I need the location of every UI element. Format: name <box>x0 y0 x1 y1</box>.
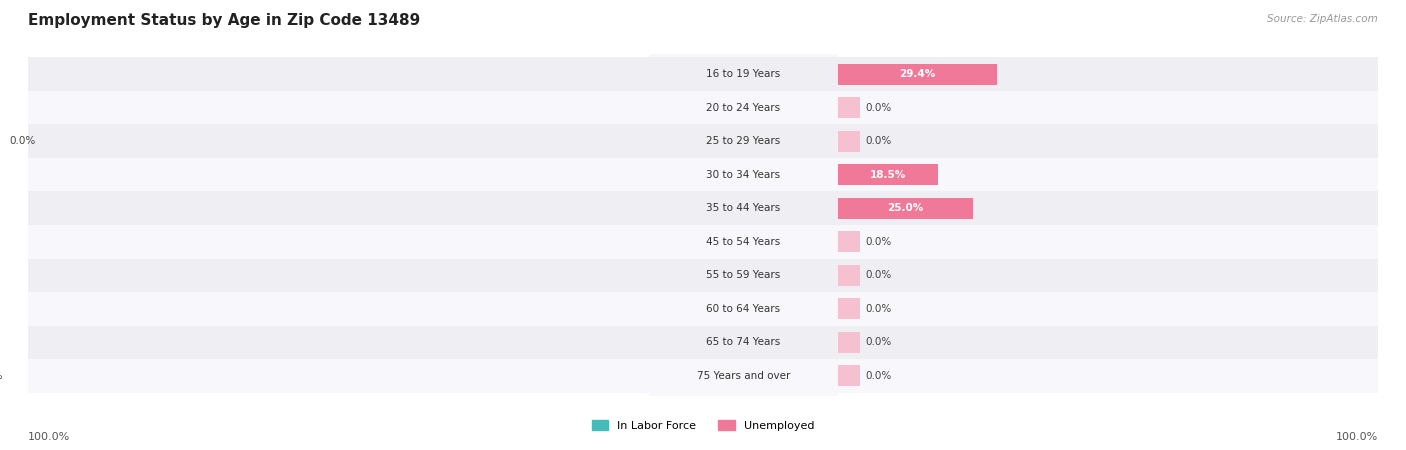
Bar <box>838 265 859 286</box>
Text: 30 to 34 Years: 30 to 34 Years <box>706 170 780 180</box>
Text: 0.0%: 0.0% <box>865 136 891 146</box>
Bar <box>0 326 1406 359</box>
Bar <box>0 332 28 353</box>
Bar <box>0 359 1406 393</box>
Bar <box>0 326 1406 359</box>
Bar <box>0 231 28 252</box>
Legend: In Labor Force, Unemployed: In Labor Force, Unemployed <box>588 416 818 436</box>
Text: 0.0%: 0.0% <box>865 371 891 381</box>
Text: 55 to 59 Years: 55 to 59 Years <box>706 270 780 280</box>
Text: 25.0%: 25.0% <box>887 203 924 213</box>
Text: 100.0%: 100.0% <box>1336 432 1378 442</box>
Bar <box>0 292 1406 326</box>
Bar <box>0 191 1406 225</box>
Text: 0.0%: 0.0% <box>865 237 891 247</box>
Bar <box>0 124 1406 158</box>
Bar <box>838 131 859 152</box>
Text: 75 Years and over: 75 Years and over <box>697 371 790 381</box>
Bar <box>0 259 1406 292</box>
Text: 16 to 19 Years: 16 to 19 Years <box>706 69 780 79</box>
Bar <box>0 97 28 118</box>
Bar <box>0 91 1406 124</box>
Bar <box>13 131 28 152</box>
Text: 18.5%: 18.5% <box>870 170 905 180</box>
Text: 35 to 44 Years: 35 to 44 Years <box>706 203 780 213</box>
Bar <box>0 265 28 286</box>
Bar <box>0 198 28 219</box>
Bar <box>838 97 859 118</box>
Bar <box>0 191 1406 225</box>
Bar <box>838 231 859 252</box>
Text: 20 to 24 Years: 20 to 24 Years <box>706 103 780 112</box>
Bar <box>0 57 1406 91</box>
Bar <box>0 292 1406 326</box>
Bar <box>0 164 28 185</box>
Text: 0.0%: 0.0% <box>865 338 891 347</box>
Bar <box>0 91 1406 124</box>
Bar <box>838 298 859 319</box>
Text: 25 to 29 Years: 25 to 29 Years <box>706 136 780 146</box>
Bar <box>0 298 28 319</box>
Bar <box>0 359 1406 393</box>
Bar <box>0 158 1406 191</box>
Bar <box>0 225 1406 259</box>
Text: 0.0%: 0.0% <box>865 304 891 314</box>
Text: 29.4%: 29.4% <box>900 69 935 79</box>
Bar <box>0 158 1406 191</box>
Bar <box>0 124 1406 158</box>
Text: 0.0%: 0.0% <box>10 136 35 146</box>
Bar <box>0 124 1406 158</box>
Bar <box>0 292 1406 326</box>
Bar <box>0 259 1406 292</box>
Bar <box>0 57 1406 91</box>
Bar <box>838 64 997 85</box>
Text: 65 to 74 Years: 65 to 74 Years <box>706 338 780 347</box>
Text: 45 to 54 Years: 45 to 54 Years <box>706 237 780 247</box>
Text: 0.0%: 0.0% <box>865 103 891 112</box>
Bar <box>838 164 938 185</box>
Bar <box>0 365 28 386</box>
Text: 100.0%: 100.0% <box>28 432 70 442</box>
Text: 60 to 64 Years: 60 to 64 Years <box>706 304 780 314</box>
Bar <box>0 158 1406 191</box>
Bar <box>0 326 1406 359</box>
Bar <box>838 365 859 386</box>
Bar <box>0 191 1406 225</box>
Bar <box>0 57 1406 91</box>
Bar <box>838 198 973 219</box>
Text: 0.0%: 0.0% <box>865 270 891 280</box>
Text: Employment Status by Age in Zip Code 13489: Employment Status by Age in Zip Code 134… <box>28 14 420 28</box>
Bar <box>0 259 1406 292</box>
Text: 7.3%: 7.3% <box>0 371 3 381</box>
Bar <box>0 64 28 85</box>
Bar <box>838 332 859 353</box>
Bar <box>0 91 1406 124</box>
Bar <box>0 225 1406 259</box>
Bar <box>0 225 1406 259</box>
Text: Source: ZipAtlas.com: Source: ZipAtlas.com <box>1267 14 1378 23</box>
Bar <box>0 359 1406 393</box>
